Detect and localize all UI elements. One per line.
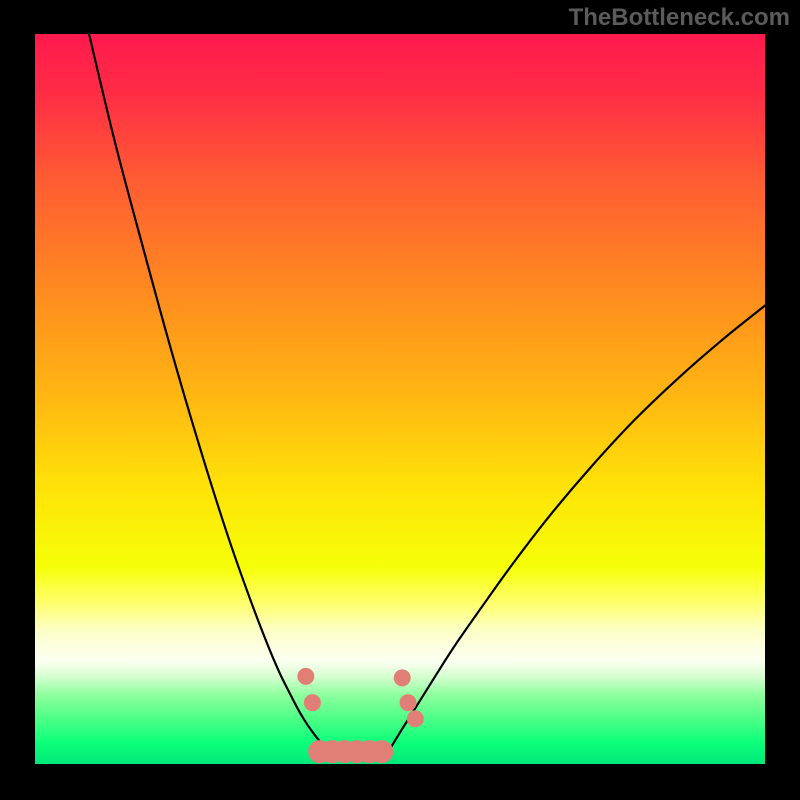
- watermark: TheBottleneck.com: [569, 4, 790, 32]
- watermark-text: TheBottleneck.com: [569, 4, 790, 32]
- curves-layer: [35, 34, 765, 764]
- marker-left-1: [304, 695, 320, 711]
- marker-bottom-5: [371, 741, 393, 763]
- marker-left-0: [298, 668, 314, 684]
- marker-right-2: [407, 711, 423, 727]
- plot-area: [35, 34, 765, 764]
- chart-frame: TheBottleneck.com: [0, 0, 800, 800]
- marker-right-0: [394, 670, 410, 686]
- curve-left: [89, 34, 327, 757]
- marker-right-1: [400, 695, 416, 711]
- curve-right: [385, 306, 765, 757]
